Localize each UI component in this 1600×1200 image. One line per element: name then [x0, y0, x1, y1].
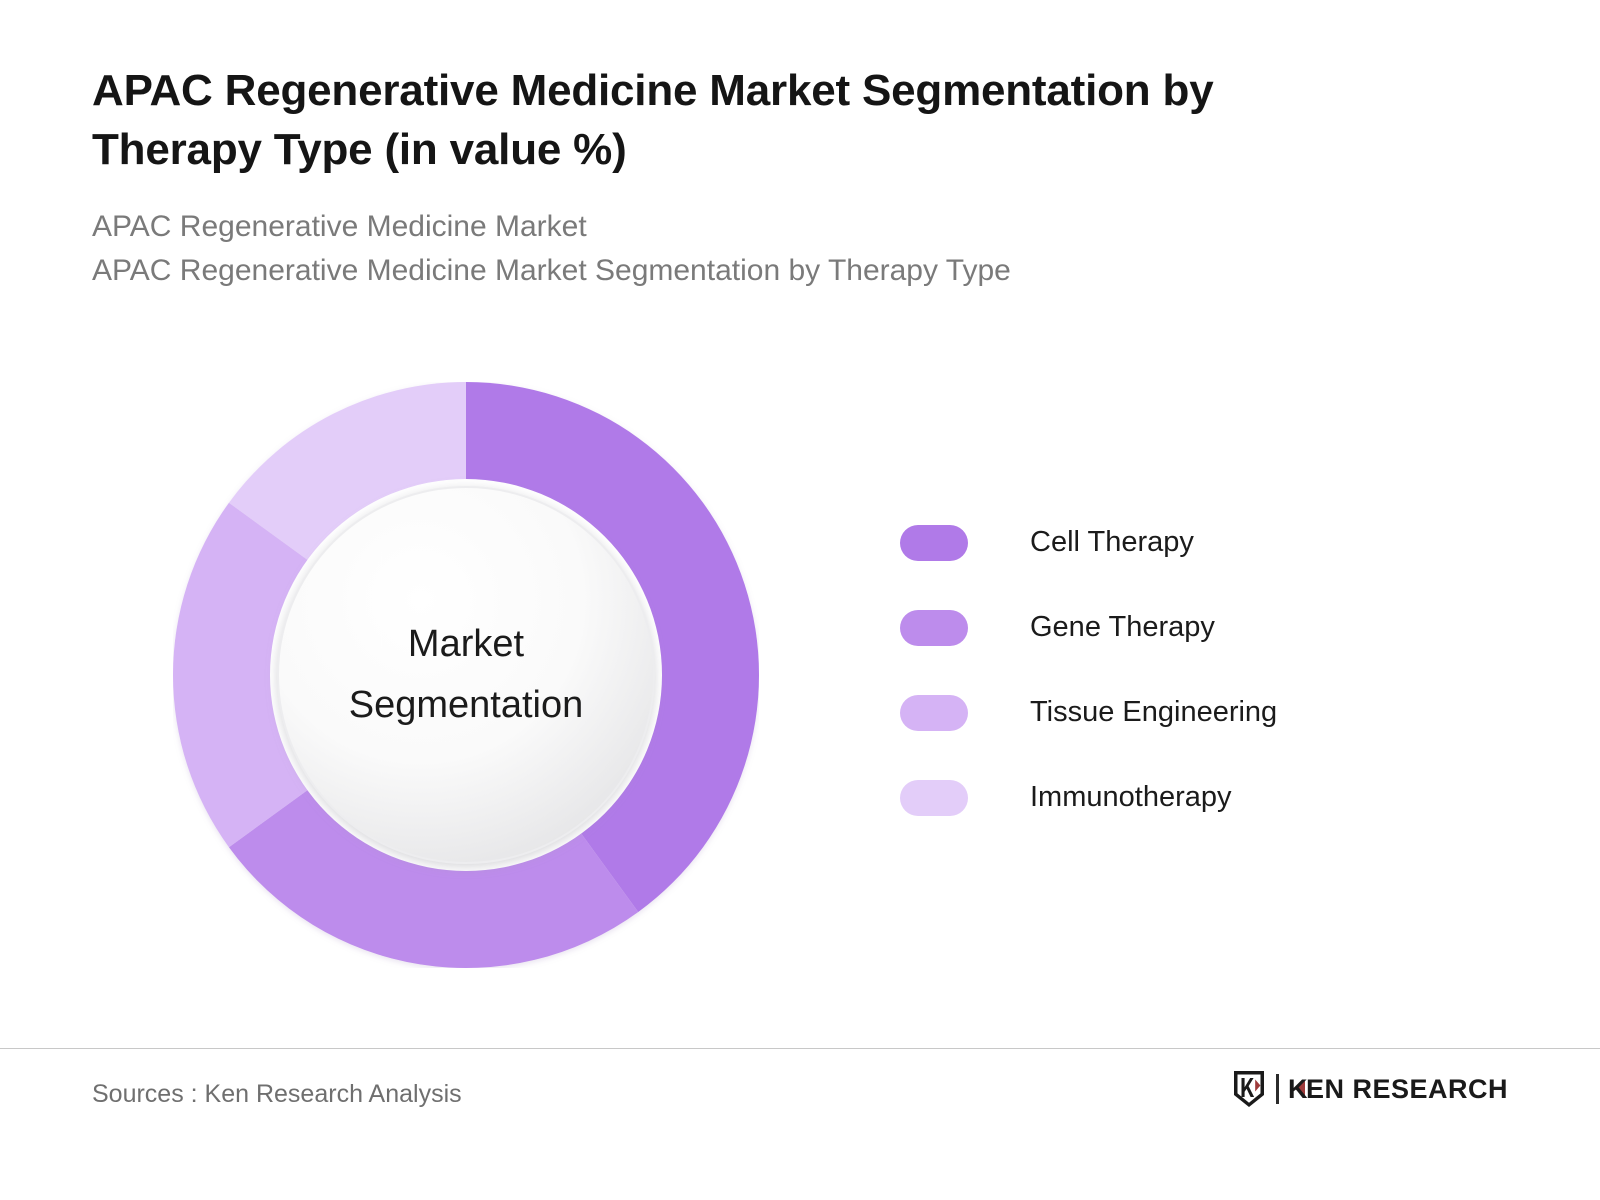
legend-label: Tissue Engineering: [1030, 696, 1278, 728]
legend-item[interactable]: Cell Therapy: [900, 500, 1460, 585]
logo-divider: [1275, 1074, 1279, 1104]
legend-label: Cell Therapy: [1030, 526, 1194, 558]
sources-note: Sources : Ken Research Analysis: [92, 1080, 462, 1108]
chart-subtitle-line-1: APAC Regenerative Medicine Market: [92, 210, 587, 244]
brand-letter-k: K: [1287, 1073, 1308, 1104]
legend-swatch: [900, 694, 968, 731]
ken-research-logo: K EN RESEARCH: [1232, 1067, 1508, 1111]
donut-hub-edge: [277, 486, 655, 864]
donut-chart: Market Segmentation: [173, 382, 759, 968]
chart-legend: Cell Therapy Gene Therapy Tissue Engineeri…: [900, 500, 1460, 840]
legend-swatch: [900, 524, 968, 561]
legend-swatch: [900, 779, 968, 816]
legend-item[interactable]: Immunotherapy: [900, 755, 1460, 840]
chart-area: Market Segmentation Cell Therapy Gene The…: [0, 340, 1600, 1040]
footer-divider: [0, 1048, 1600, 1049]
donut-svg: [173, 382, 759, 968]
footer: Sources : Ken Research Analysis K EN RESE…: [0, 1049, 1600, 1200]
subtitle-block: APAC Regenerative Medicine Market APAC R…: [92, 205, 1432, 294]
brand-name-text: EN RESEARCH: [1305, 1073, 1508, 1104]
donut-hub: [278, 487, 654, 863]
header: APAC Regenerative Medicine Market Segmen…: [92, 62, 1432, 294]
legend-label: Immunotherapy: [1030, 781, 1232, 813]
shield-k-icon: [1233, 1071, 1264, 1107]
legend-label: Gene Therapy: [1030, 611, 1215, 643]
brand-triangle-icon: [1294, 1081, 1305, 1097]
page-title: APAC Regenerative Medicine Market Segmen…: [92, 66, 1214, 174]
chart-subtitle-line-2: APAC Regenerative Medicine Market Segmen…: [92, 254, 1011, 288]
legend-item[interactable]: Tissue Engineering: [900, 670, 1460, 755]
brand-wordmark: K EN RESEARCH: [1287, 1073, 1508, 1104]
legend-item[interactable]: Gene Therapy: [900, 585, 1460, 670]
legend-swatch: [900, 609, 968, 646]
